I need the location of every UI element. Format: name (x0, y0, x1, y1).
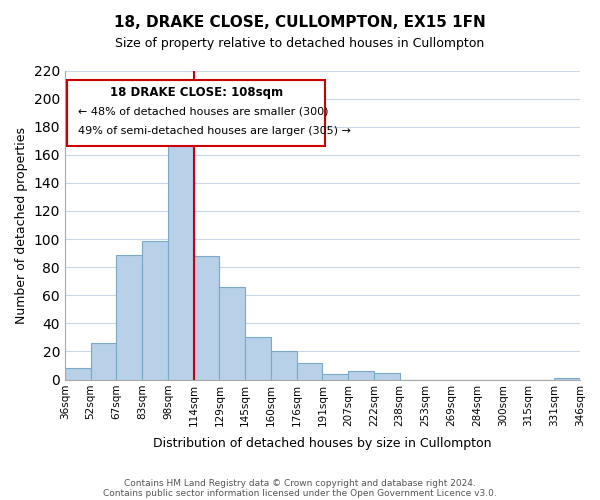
Bar (554, 378, 580, 380)
Bar (194, 256, 220, 380)
FancyBboxPatch shape (67, 80, 325, 146)
Bar (271, 352, 297, 380)
Bar (91, 343, 116, 380)
Text: Size of property relative to detached houses in Cullompton: Size of property relative to detached ho… (115, 38, 485, 51)
Y-axis label: Number of detached properties: Number of detached properties (15, 126, 28, 324)
Bar (297, 362, 322, 380)
Bar (168, 134, 194, 380)
Bar (220, 287, 245, 380)
X-axis label: Distribution of detached houses by size in Cullompton: Distribution of detached houses by size … (153, 437, 492, 450)
Text: Contains public sector information licensed under the Open Government Licence v3: Contains public sector information licen… (103, 488, 497, 498)
Text: 49% of semi-detached houses are larger (305) →: 49% of semi-detached houses are larger (… (78, 126, 350, 136)
Bar (142, 240, 168, 380)
Text: ← 48% of detached houses are smaller (300): ← 48% of detached houses are smaller (30… (78, 106, 328, 116)
Bar (374, 372, 400, 380)
Bar (322, 374, 348, 380)
Text: 18 DRAKE CLOSE: 108sqm: 18 DRAKE CLOSE: 108sqm (110, 86, 283, 99)
Bar (116, 254, 142, 380)
Text: Contains HM Land Registry data © Crown copyright and database right 2024.: Contains HM Land Registry data © Crown c… (124, 478, 476, 488)
Bar (65, 368, 91, 380)
Bar (348, 371, 374, 380)
Bar (245, 338, 271, 380)
Text: 18, DRAKE CLOSE, CULLOMPTON, EX15 1FN: 18, DRAKE CLOSE, CULLOMPTON, EX15 1FN (114, 15, 486, 30)
